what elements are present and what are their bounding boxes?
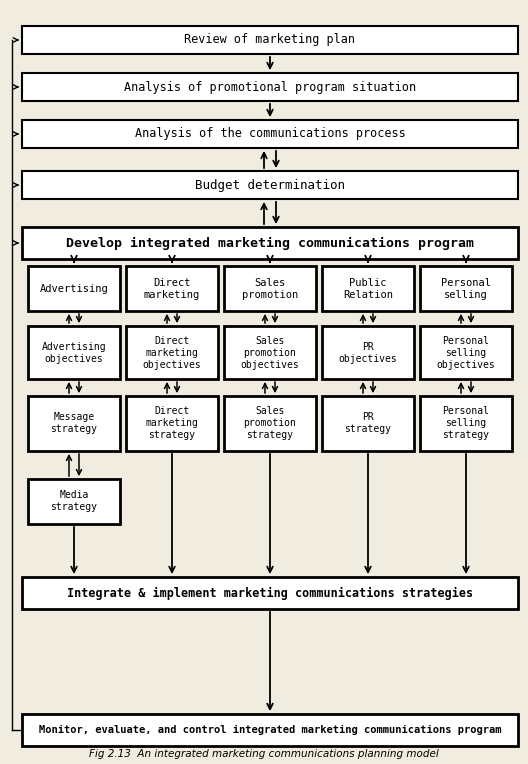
Bar [224, 266, 316, 311]
Text: Fig 2.13  An integrated marketing communications planning model: Fig 2.13 An integrated marketing communi… [89, 749, 439, 759]
Bar [22, 26, 518, 54]
Text: Public
Relation: Public Relation [343, 277, 393, 299]
Bar [126, 266, 218, 311]
Text: Integrate & implement marketing communications strategies: Integrate & implement marketing communic… [67, 587, 473, 600]
Bar [224, 396, 316, 451]
Bar [420, 266, 512, 311]
Text: Personal
selling: Personal selling [441, 277, 491, 299]
Bar [28, 266, 120, 311]
Text: Personal
selling
strategy: Personal selling strategy [442, 406, 489, 441]
Text: Review of marketing plan: Review of marketing plan [184, 34, 355, 47]
Bar [22, 227, 518, 259]
Bar [22, 73, 518, 101]
Text: Personal
selling
objectives: Personal selling objectives [437, 335, 495, 370]
Bar [28, 396, 120, 451]
Bar [420, 396, 512, 451]
Text: Message
strategy: Message strategy [51, 413, 98, 435]
Text: Direct
marketing
strategy: Direct marketing strategy [146, 406, 199, 441]
Text: Media
strategy: Media strategy [51, 490, 98, 513]
Text: PR
strategy: PR strategy [344, 413, 391, 435]
Bar [322, 326, 414, 379]
Text: Advertising: Advertising [40, 283, 108, 293]
Bar [28, 479, 120, 524]
Text: Sales
promotion
objectives: Sales promotion objectives [241, 335, 299, 370]
Text: Develop integrated marketing communications program: Develop integrated marketing communicati… [66, 237, 474, 250]
Text: Analysis of the communications process: Analysis of the communications process [135, 128, 406, 141]
Text: Analysis of promotional program situation: Analysis of promotional program situatio… [124, 80, 416, 93]
Bar [126, 396, 218, 451]
Text: Direct
marketing
objectives: Direct marketing objectives [143, 335, 201, 370]
Bar [126, 326, 218, 379]
Bar [322, 396, 414, 451]
Text: Monitor, evaluate, and control integrated marketing communications program: Monitor, evaluate, and control integrate… [39, 725, 501, 735]
Bar [22, 120, 518, 148]
Text: Direct
marketing: Direct marketing [144, 277, 200, 299]
Bar [22, 171, 518, 199]
Text: Sales
promotion: Sales promotion [242, 277, 298, 299]
Text: Sales
promotion
strategy: Sales promotion strategy [243, 406, 296, 441]
Bar [22, 714, 518, 746]
Bar [22, 577, 518, 609]
Text: Advertising
objectives: Advertising objectives [42, 342, 106, 364]
Text: PR
objectives: PR objectives [338, 342, 398, 364]
Text: Budget determination: Budget determination [195, 179, 345, 192]
Bar [224, 326, 316, 379]
Bar [420, 326, 512, 379]
Bar [322, 266, 414, 311]
Bar [28, 326, 120, 379]
